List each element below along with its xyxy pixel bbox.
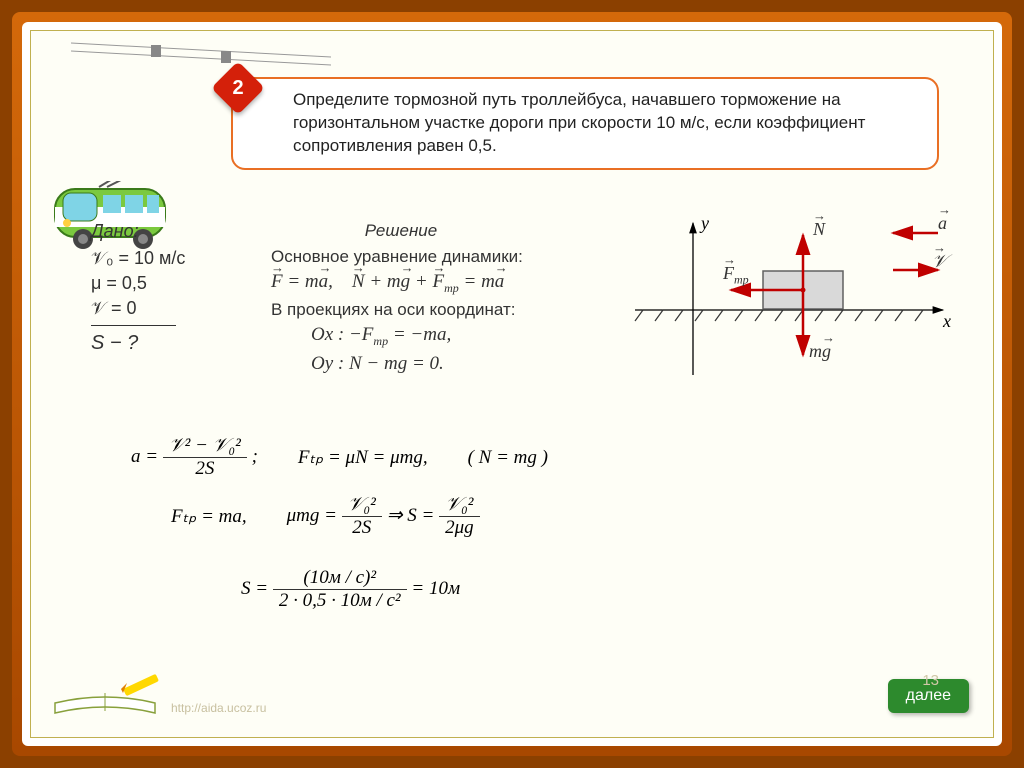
problem-number: 2: [219, 69, 257, 107]
given-block: Дано: 𝒱₀ = 10 м/с μ = 0,5 𝒱 = 0 S − ?: [91, 221, 241, 355]
given-v0: 𝒱₀ = 10 м/с: [91, 248, 241, 269]
problem-number-badge: 2: [211, 61, 265, 115]
solution-title: Решение: [271, 221, 531, 241]
wire-deco: [71, 39, 331, 75]
force-N: N: [813, 219, 825, 240]
given-v: 𝒱 = 0: [91, 298, 241, 319]
axis-x: x: [943, 311, 951, 332]
problem-text: Определите тормозной путь троллейбуса, н…: [293, 90, 865, 155]
vector-v: 𝒱: [932, 251, 947, 272]
given-mu: μ = 0,5: [91, 273, 241, 294]
given-title: Дано:: [91, 221, 241, 242]
problem-statement: 2 Определите тормозной путь троллейбуса,…: [231, 77, 939, 170]
derivation-block: a = 𝒱² − 𝒱₀²2S ; Fₜₚ = μN = μmg, ( N = m…: [131, 421, 933, 626]
projection-label: В проекциях на оси координат:: [271, 300, 531, 320]
solution-block: Решение Основное уравнение динамики: F =…: [271, 221, 531, 379]
axis-y: y: [701, 213, 709, 234]
source-url: http://aida.ucoz.ru: [171, 701, 266, 715]
notebook-icon: [45, 663, 165, 723]
free-body-diagram: y x N Fтр mg a 𝒱: [623, 215, 953, 395]
find-S: S − ?: [91, 332, 241, 355]
page-number: 13: [922, 672, 939, 689]
vector-a: a: [938, 213, 947, 234]
